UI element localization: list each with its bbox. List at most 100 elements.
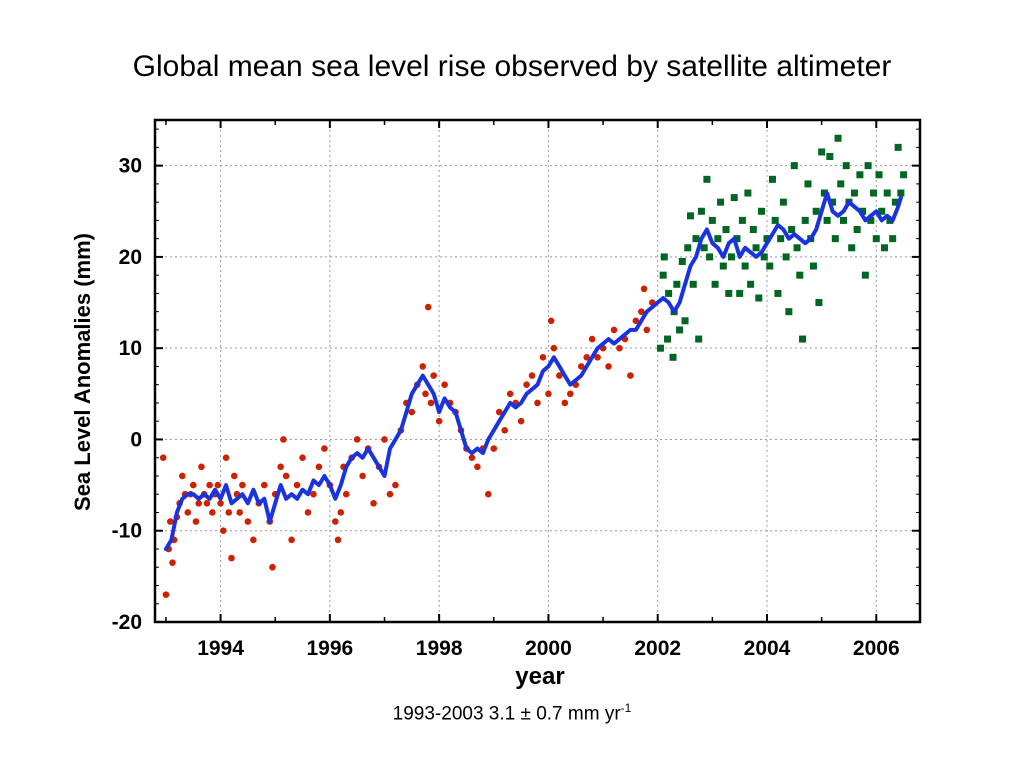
topex-data-point (315, 463, 323, 471)
trend-caption: 1993-2003 3.1 ± 0.7 mm yr-1 (0, 701, 1024, 725)
y-tick-label: 20 (119, 246, 142, 269)
jason-data-point (656, 344, 664, 352)
topex-data-point (239, 481, 246, 489)
jason-data-point (796, 271, 804, 279)
smoothed-trend-line (163, 191, 903, 551)
jason-data-point (659, 271, 667, 279)
jason-data-point (891, 198, 899, 206)
jason-data-point (727, 253, 735, 261)
x-tick-label: 2000 (525, 637, 572, 660)
y-tick-label: 0 (130, 428, 142, 451)
jason-data-point (711, 280, 719, 288)
topex-data-point (381, 436, 388, 443)
jason-data-point (774, 289, 782, 297)
y-tick-label: 30 (119, 155, 142, 178)
tick-labels: 1994 1996 1998 2000 2002 2004 2006 -20 -10 0 10 20 3… (112, 155, 900, 660)
y-axis-label: Sea Level Anomalies (mm) (70, 233, 95, 511)
jason-data-point (687, 212, 694, 220)
jason-data-point (782, 253, 790, 261)
topex-data-point (162, 591, 170, 598)
jason-data-point (676, 326, 684, 334)
topex-data-point (260, 481, 268, 489)
topex-data-point (430, 372, 437, 379)
x-tick-label: 2004 (744, 637, 791, 660)
topex-data-point (222, 454, 230, 462)
topex-data-point (640, 285, 648, 293)
jason-data-point (744, 189, 752, 197)
x-axis-label: year (515, 663, 564, 690)
topex-data-point (192, 518, 200, 525)
jason-data-point (722, 226, 730, 234)
y-tick-label: -20 (112, 611, 142, 634)
plot-border (153, 118, 922, 624)
jason-data-point (848, 244, 856, 252)
topex-data-point (288, 536, 295, 544)
jason-data-point (897, 189, 905, 197)
jason-data-point (749, 226, 757, 234)
jason-data-point (834, 134, 842, 142)
topex-data-point (304, 509, 312, 516)
jason-data-point (785, 308, 793, 316)
jason-data-point (889, 235, 897, 243)
topex-data-point (332, 518, 339, 525)
jason-data-point (678, 257, 686, 265)
topex-data-point (577, 363, 585, 370)
jason-data-point (695, 335, 703, 343)
topex-data-point (588, 335, 596, 343)
jason-data-point (815, 299, 823, 307)
jason-data-point (880, 244, 888, 252)
topex-data-point (280, 436, 287, 443)
topex-data-point (228, 554, 235, 562)
x-tick-label: 2002 (634, 637, 681, 660)
topex-data-point (495, 408, 503, 416)
topex-data-points (159, 285, 656, 598)
jason-data-point (840, 216, 847, 224)
jason-data-point (692, 235, 700, 243)
jason-data-point (799, 335, 807, 343)
topex-data-point (561, 399, 569, 407)
topex-data-point (419, 363, 427, 370)
topex-data-point (209, 509, 216, 516)
topex-data-point (244, 518, 252, 525)
topex-data-point (539, 354, 547, 361)
x-tick-label: 1996 (306, 637, 353, 660)
jason-data-point (717, 198, 725, 206)
jason-data-point (878, 207, 886, 215)
topex-data-point (342, 490, 350, 498)
jason-data-point (681, 317, 689, 325)
jason-data-point (763, 235, 771, 243)
topex-data-point (310, 490, 317, 498)
topex-data-point (435, 417, 443, 425)
topex-data-point (605, 363, 612, 370)
jason-data-point (736, 289, 744, 297)
y-tick-label: -10 (112, 520, 142, 543)
jason-data-point (861, 271, 869, 279)
jason-data-point (697, 207, 705, 215)
topex-data-point (427, 399, 435, 407)
jason-data-point (870, 189, 878, 197)
topex-data-point (408, 408, 416, 416)
jason-data-point (818, 148, 826, 156)
jason-data-point (809, 262, 817, 270)
topex-data-point (220, 527, 227, 535)
jason-data-point (823, 216, 831, 224)
jason-data-point (689, 280, 697, 288)
jason-data-point (706, 253, 714, 261)
topex-data-point (230, 472, 238, 480)
jason-data-point (719, 262, 727, 270)
topex-data-point (485, 490, 492, 498)
jason-data-point (883, 189, 891, 197)
topex-data-point (370, 500, 377, 507)
jason-data-point (788, 226, 796, 234)
jason-data-point (741, 262, 749, 270)
topex-data-point (474, 463, 481, 471)
y-tick-label: 10 (119, 337, 142, 360)
topex-data-point (269, 563, 276, 571)
x-tick-label: 1994 (197, 637, 244, 660)
jason-data-point (856, 171, 864, 179)
jason-data-point (894, 143, 902, 151)
jason-data-point (872, 235, 880, 243)
topex-data-point (386, 490, 394, 498)
topex-data-point (195, 500, 203, 507)
jason-data-point (660, 253, 668, 261)
